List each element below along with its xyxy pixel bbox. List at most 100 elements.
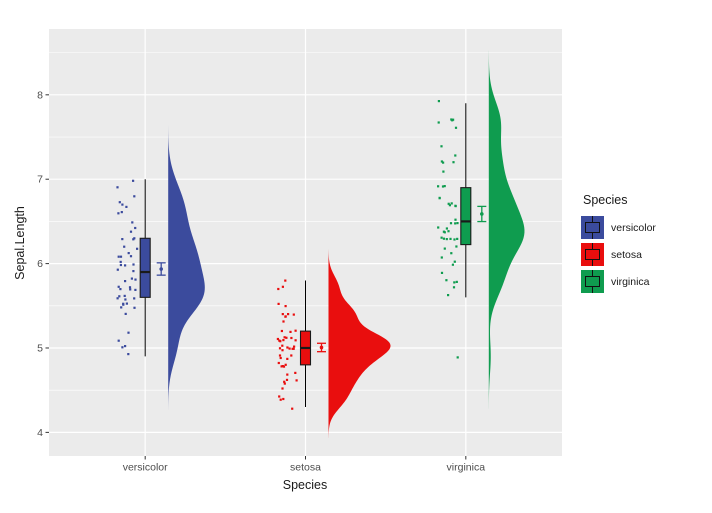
legend-label-virginica: virginica [611,275,650,288]
half-violin-versicolor [168,125,205,411]
jitter-point-setosa [293,345,296,348]
jitter-point-setosa [294,371,297,374]
jitter-point-virginica [440,256,443,259]
y-tick-label: 8 [37,89,43,101]
jitter-point-setosa [281,313,284,316]
jitter-point-setosa [290,354,293,357]
jitter-point-virginica [450,252,453,255]
jitter-point-virginica [450,202,453,205]
jitter-point-versicolor [136,247,139,250]
jitter-point-virginica [445,238,448,241]
jitter-point-versicolor [129,255,133,258]
jitter-point-versicolor [133,195,136,198]
jitter-point-versicolor [117,339,120,342]
jitter-point-versicolor [119,255,123,258]
jitter-point-setosa [287,313,290,316]
jitter-point-setosa [294,329,297,332]
x-tick-label: versicolor [123,462,168,474]
jitter-point-setosa [284,315,287,318]
y-tick-label: 5 [37,342,43,354]
jitter-point-setosa [286,346,289,349]
jitter-point-versicolor [125,205,128,208]
jitter-point-setosa [281,387,284,390]
jitter-point-versicolor [127,331,130,334]
half-violin-setosa [328,249,391,439]
jitter-point-virginica [447,294,450,297]
jitter-point-versicolor [119,263,122,267]
half-violin-virginica [488,50,525,409]
jitter-point-setosa [277,361,280,365]
jitter-point-virginica [440,145,443,148]
jitter-point-versicolor [124,345,127,348]
jitter-point-virginica [449,222,453,225]
jitter-point-virginica [445,227,448,230]
jitter-point-virginica [442,161,445,164]
jitter-point-setosa [282,339,285,342]
jitter-point-setosa [284,305,287,308]
jitter-point-setosa [277,302,280,305]
jitter-point-virginica [438,197,441,200]
jitter-point-virginica [455,245,458,248]
jitter-point-versicolor [127,353,130,356]
jitter-point-setosa [278,347,282,350]
jitter-point-versicolor [132,263,135,266]
box-versicolor [139,237,151,298]
jitter-point-virginica [456,356,459,359]
jitter-point-virginica [441,185,445,188]
jitter-point-versicolor [134,288,137,291]
jitter-point-virginica [447,230,450,233]
jitter-point-virginica [454,204,457,207]
jitter-point-virginica [451,263,454,266]
jitter-point-virginica [437,121,440,124]
jitter-point-versicolor [129,288,132,291]
jitter-point-virginica [456,222,459,225]
jitter-point-virginica [437,100,440,103]
jitter-point-versicolor [120,306,123,309]
jitter-point-versicolor [117,255,120,258]
jitter-point-setosa [286,357,289,360]
box-virginica [460,187,472,246]
jitter-point-virginica [453,281,456,284]
jitter-point-virginica [440,160,443,163]
jitter-point-versicolor [132,179,135,182]
legend: Species versicolor setosa virginica [581,193,656,297]
legend-item-setosa[interactable]: setosa [581,243,656,266]
jitter-point-versicolor [124,298,127,301]
jitter-point-setosa [276,337,279,341]
jitter-point-virginica [452,286,456,289]
jitter-point-setosa [292,313,295,316]
jitter-point-setosa [279,398,282,401]
jitter-point-versicolor [133,297,136,300]
jitter-point-setosa [281,365,284,368]
jitter-point-virginica [445,279,448,282]
jitter-point-setosa [285,378,289,381]
jitter-point-versicolor [133,306,136,309]
jitter-point-setosa [281,349,284,352]
jitter-point-setosa [277,287,280,291]
jitter-point-setosa [289,330,292,333]
y-axis-title-wrap: Sepal.Length [2,29,38,456]
jitter-point-virginica [453,238,456,241]
jitter-point-virginica [449,237,452,240]
jitter-point-virginica [454,154,457,157]
jitter-point-versicolor [117,285,120,288]
jitter-point-setosa [286,373,289,376]
legend-label-versicolor: versicolor [611,221,656,234]
legend-item-virginica[interactable]: virginica [581,270,656,293]
boxplot-key-icon [581,270,604,293]
y-tick-label: 6 [37,258,43,270]
jitter-point-versicolor [130,277,133,280]
jitter-point-versicolor [116,186,119,189]
jitter-point-versicolor [134,226,137,230]
jitter-point-virginica [443,185,446,188]
jitter-point-setosa [291,407,294,410]
jitter-point-setosa [291,347,294,350]
legend-item-versicolor[interactable]: versicolor [581,216,656,239]
jitter-point-virginica [456,237,459,240]
jitter-point-versicolor [121,238,124,241]
jitter-point-setosa [294,339,297,342]
jitter-point-virginica [440,271,444,274]
jitter-point-versicolor [119,260,122,263]
jitter-point-virginica [454,126,458,129]
